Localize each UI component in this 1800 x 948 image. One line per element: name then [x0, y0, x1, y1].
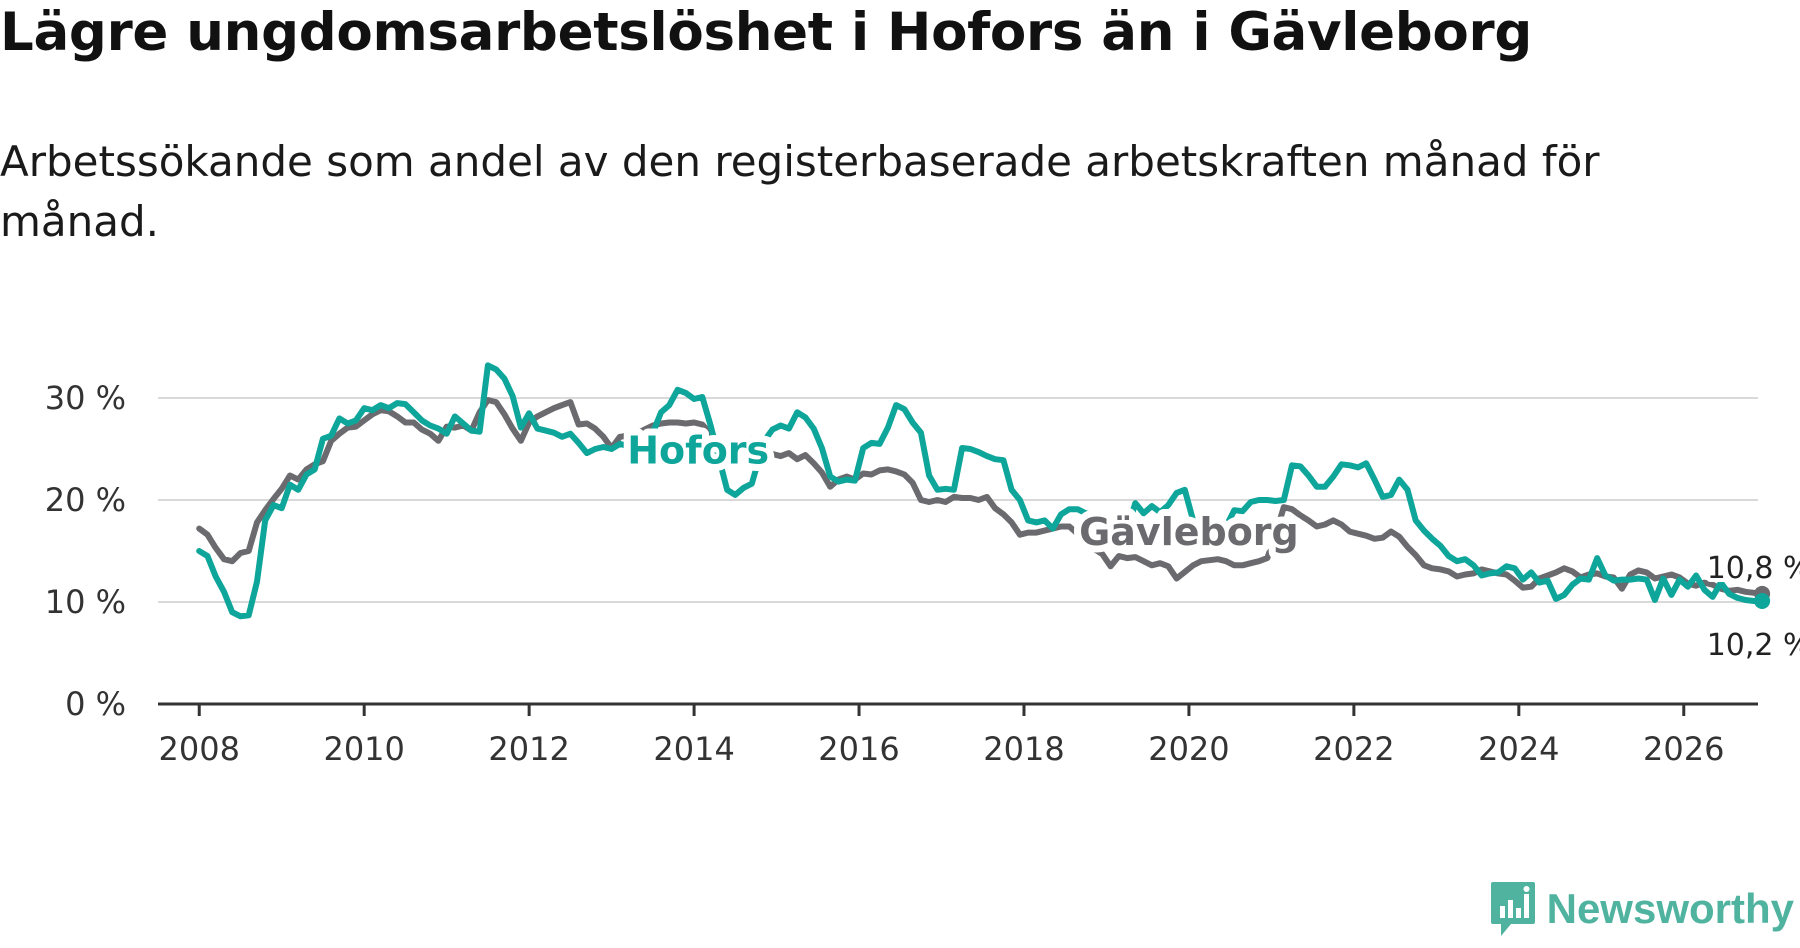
- end-value-label-hofors: 10,2 %: [1707, 628, 1800, 663]
- x-tick-label: 2022: [1313, 730, 1394, 768]
- x-tick-label: 2020: [1148, 730, 1229, 768]
- y-tick-label: 10 %: [45, 583, 126, 621]
- series-layer: [196, 362, 1771, 620]
- y-tick-label: 0 %: [65, 685, 126, 723]
- series-label-hofors: Hofors: [627, 428, 769, 472]
- x-tick-label: 2014: [653, 730, 734, 768]
- y-tick-label: 30 %: [45, 379, 126, 417]
- newsworthy-logo-icon: [1490, 882, 1535, 936]
- brand-name: Newsworthy: [1546, 885, 1794, 932]
- x-tick-label: 2010: [323, 730, 404, 768]
- series-line-gavleborg: [196, 397, 1766, 597]
- x-tick-label: 2024: [1478, 730, 1559, 768]
- x-tick-label: 2012: [488, 730, 569, 768]
- x-tick-label: 2008: [159, 730, 240, 768]
- x-tick-label: 2018: [983, 730, 1064, 768]
- chart-subtitle: Arbetssökande som andel av den registerb…: [0, 137, 1600, 246]
- y-tick-label: 20 %: [45, 481, 126, 519]
- series-line-hofors: [196, 362, 1766, 620]
- axis-layer: 0 % 10 % 20 % 30 % 2008 2010 2012 2014 2016 2018 2…: [45, 379, 1758, 768]
- end-point-hofors: [1754, 592, 1771, 609]
- x-tick-label: 2026: [1643, 730, 1724, 768]
- line-chart: 0 % 10 % 20 % 30 % 2008 2010 2012 2014 2016 2018 2…: [45, 362, 1800, 768]
- series-label-gavleborg: Gävleborg: [1079, 510, 1299, 554]
- x-tick-label: 2016: [818, 730, 899, 768]
- chart-title: Lägre ungdomsarbetslöshet i Hofors än i …: [0, 2, 1533, 63]
- newsworthy-brand: Newsworthy: [1489, 880, 1794, 938]
- end-value-label-gavleborg: 10,8 %: [1707, 551, 1800, 586]
- label-layer: Hofors Gävleborg 10,2 % 10,8 %: [620, 421, 1800, 667]
